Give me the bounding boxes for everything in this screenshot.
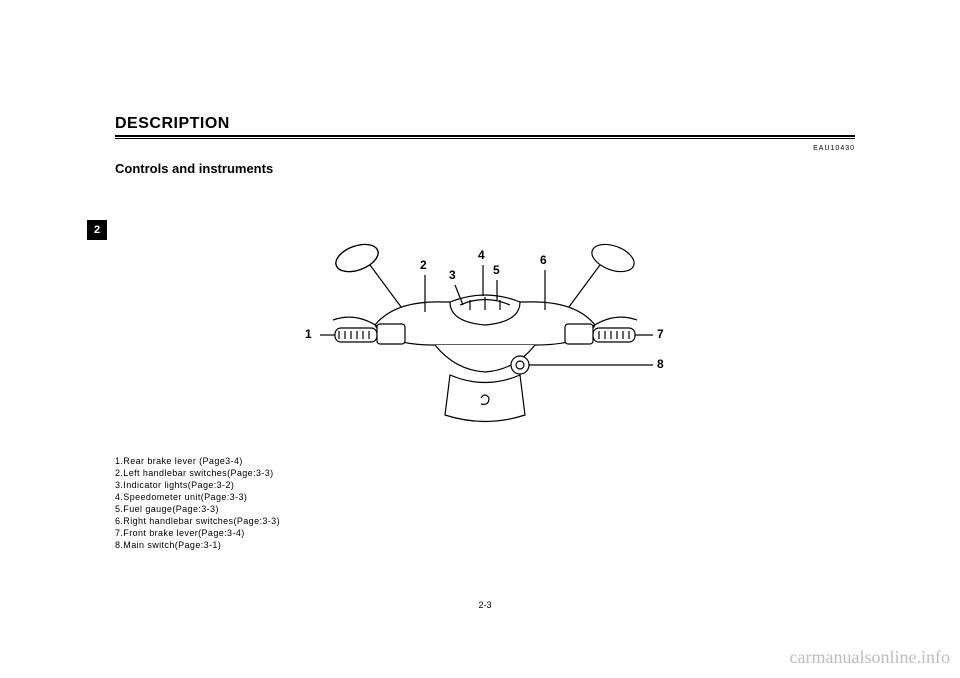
- callout-1: 1: [305, 327, 312, 341]
- callout-6: 6: [540, 253, 547, 267]
- callout-5: 5: [493, 263, 500, 277]
- legend-item: 7.Front brake lever(Page:3-4): [115, 527, 280, 539]
- callout-3: 3: [449, 268, 456, 282]
- page-subtitle: Controls and instruments: [115, 161, 855, 176]
- callout-8: 8: [657, 357, 664, 371]
- legend-item: 1.Rear brake lever (Page3-4): [115, 455, 280, 467]
- legend-item: 8.Main switch(Page:3-1): [115, 539, 280, 551]
- legend-item: 3.Indicator lights(Page:3-2): [115, 479, 280, 491]
- legend-item: 2.Left handlebar switches(Page:3-3): [115, 467, 280, 479]
- callout-7: 7: [657, 327, 664, 341]
- handlebar-diagram: 1 2 3 4 5 6 7 8: [275, 230, 695, 430]
- legend-item: 4.Speedometer unit(Page:3-3): [115, 491, 280, 503]
- legend-item: 6.Right handlebar switches(Page:3-3): [115, 515, 280, 527]
- callout-2: 2: [420, 258, 427, 272]
- legend-item: 5.Fuel gauge(Page:3-3): [115, 503, 280, 515]
- manual-page: DESCRIPTION EAU10430 Controls and instru…: [115, 115, 855, 590]
- callout-4: 4: [478, 248, 485, 262]
- parts-legend: 1.Rear brake lever (Page3-4) 2.Left hand…: [115, 455, 280, 551]
- watermark: carmanualsonline.info: [790, 647, 950, 668]
- document-code: EAU10430: [813, 145, 855, 152]
- section-title: DESCRIPTION: [115, 115, 855, 133]
- divider-thin: [115, 138, 855, 139]
- chapter-tab: 2: [87, 220, 107, 240]
- divider-thick: [115, 135, 855, 137]
- diagram-svg: [275, 230, 695, 430]
- page-number: 2-3: [478, 600, 491, 610]
